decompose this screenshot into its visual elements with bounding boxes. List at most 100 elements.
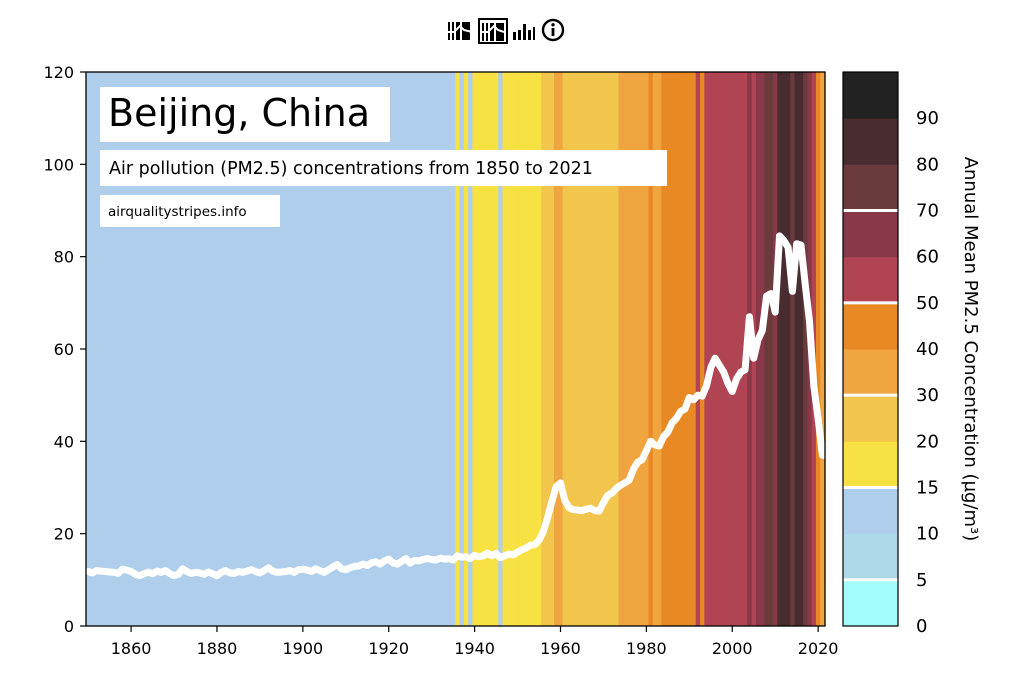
colorbar-bin [843, 349, 898, 396]
stripe [167, 72, 173, 626]
stripe [498, 72, 504, 626]
stripe [678, 72, 684, 626]
stripes-line-view-button[interactable] [446, 18, 474, 42]
stripes-line-view-framed-button[interactable] [478, 18, 508, 44]
stripe [382, 72, 388, 626]
stripe [601, 72, 607, 626]
stripe [493, 72, 499, 626]
stripe [687, 72, 693, 626]
stripe [171, 72, 177, 626]
stripe [596, 72, 602, 626]
stripe [532, 72, 538, 626]
stripe [712, 72, 718, 626]
stripe [227, 72, 233, 626]
stripe [442, 72, 448, 626]
stripe [631, 72, 637, 626]
colorbar-tick-label: 15 [916, 478, 939, 499]
stripe [90, 72, 96, 626]
stripe [150, 72, 156, 626]
stripe [820, 72, 826, 626]
stripe [592, 72, 598, 626]
stripe [708, 72, 714, 626]
stripe [279, 72, 285, 626]
stripe [691, 72, 697, 626]
colorbar-bin [843, 72, 898, 119]
stripe [566, 72, 572, 626]
colorbar-bin [843, 302, 898, 350]
y-tick-label: 40 [54, 432, 74, 451]
stripe [815, 72, 821, 626]
stripe [343, 72, 349, 626]
stripe [120, 72, 126, 626]
stripe [798, 72, 804, 626]
stripes-background [86, 72, 826, 626]
stripe [579, 72, 585, 626]
stripe [416, 72, 422, 626]
stripe [528, 72, 534, 626]
stripe [511, 72, 517, 626]
colorbar-separator [843, 301, 898, 305]
stripe [124, 72, 130, 626]
stripe [433, 72, 439, 626]
stripe [352, 72, 358, 626]
stripe [386, 72, 392, 626]
stripe [549, 72, 555, 626]
stripe [695, 72, 701, 626]
stripe [377, 72, 383, 626]
stripe [420, 72, 426, 626]
info-circle-icon [541, 18, 565, 42]
colorbar-tick-label: 40 [916, 339, 939, 360]
stripe [369, 72, 375, 626]
stripe [773, 72, 778, 626]
stripe [133, 72, 139, 626]
stripe [584, 72, 589, 626]
stripe [463, 72, 469, 626]
stripe [777, 72, 783, 626]
stripe [717, 72, 723, 626]
annotation-source: airqualitystripes.info [100, 195, 280, 227]
stripes-with-line-icon [448, 22, 473, 40]
stripe [468, 72, 474, 626]
stripe [94, 72, 100, 626]
stripe [193, 72, 199, 626]
stripe [287, 72, 293, 626]
stripe [408, 72, 413, 626]
stripe [639, 72, 645, 626]
info-button[interactable] [540, 18, 566, 42]
stripe [253, 72, 259, 626]
title-box [100, 87, 390, 142]
stripe [489, 72, 495, 626]
stripe [734, 72, 740, 626]
stripe [764, 72, 770, 626]
colorbar-tick-label: 20 [916, 431, 939, 452]
stripe [128, 72, 134, 626]
stripe [455, 72, 461, 626]
colorbar-bin [843, 210, 898, 258]
annotation-subtitle: Air pollution (PM2.5) concentrations fro… [100, 150, 667, 186]
stripe [794, 72, 800, 626]
stripe [219, 72, 225, 626]
stripe [785, 72, 791, 626]
stripe [669, 72, 675, 626]
bar-view-button[interactable] [512, 18, 536, 42]
chart-subtitle: Air pollution (PM2.5) concentrations fro… [109, 159, 593, 179]
stripe [541, 72, 547, 626]
colorbar-bin [843, 118, 898, 165]
stripe [317, 72, 323, 626]
stripe [399, 72, 405, 626]
colorbar-tick-label: 30 [916, 385, 939, 406]
stripe [730, 72, 735, 626]
stripe [657, 72, 662, 626]
stripe [249, 72, 255, 626]
stripe [403, 72, 409, 626]
stripe [339, 72, 345, 626]
stripe [210, 72, 216, 626]
source-box[interactable] [100, 195, 280, 227]
y-tick-label: 120 [43, 63, 74, 82]
stripe [154, 72, 160, 626]
source-link[interactable]: airqualitystripes.info [108, 204, 247, 220]
colorbar-tick-label: 80 [916, 154, 939, 175]
stripe [180, 72, 186, 626]
stripe [197, 72, 203, 626]
